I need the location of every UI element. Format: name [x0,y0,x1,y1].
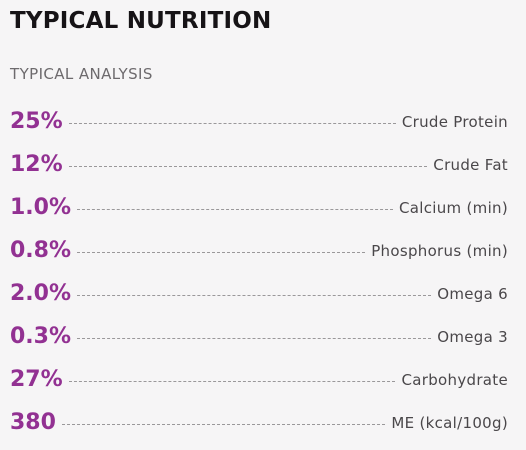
analysis-row-omega-6: 2.0% Omega 6 [10,272,508,315]
analysis-row-omega-3: 0.3% Omega 3 [10,315,508,358]
section-subtitle: TYPICAL ANALYSIS [10,65,153,83]
analysis-label: Carbohydrate [401,370,508,389]
dotted-leader [68,123,396,124]
dotted-leader [77,295,432,296]
analysis-value: 12% [10,152,63,177]
analysis-value: 25% [10,109,63,134]
analysis-value: 0.8% [10,238,72,263]
dotted-leader [77,252,366,253]
analysis-value: 0.3% [10,324,72,349]
analysis-row-metabolisable-energy: 380 ME (kcal/100g) [10,401,508,444]
dotted-leader [77,209,393,210]
analysis-row-phosphorus: 0.8% Phosphorus (min) [10,229,508,272]
analysis-label: ME (kcal/100g) [391,413,508,432]
dotted-leader [77,338,432,339]
section-title: TYPICAL NUTRITION [10,8,272,34]
analysis-label: Omega 3 [437,327,508,346]
analysis-value: 2.0% [10,281,72,306]
analysis-label: Omega 6 [437,284,508,303]
analysis-label: Phosphorus (min) [371,241,508,260]
analysis-value: 27% [10,367,63,392]
analysis-label: Crude Fat [433,155,508,174]
analysis-label: Crude Protein [401,112,508,131]
dotted-leader [62,424,386,425]
analysis-label: Calcium (min) [398,198,508,217]
analysis-row-crude-protein: 25% Crude Protein [10,100,508,143]
analysis-value: 380 [10,410,56,435]
analysis-row-carbohydrate: 27% Carbohydrate [10,358,508,401]
analysis-row-crude-fat: 12% Crude Fat [10,143,508,186]
dotted-leader [68,166,428,167]
analysis-row-calcium: 1.0% Calcium (min) [10,186,508,229]
dotted-leader [68,381,396,382]
analysis-list: 25% Crude Protein 12% Crude Fat 1.0% Cal… [10,100,508,444]
analysis-value: 1.0% [10,195,72,220]
